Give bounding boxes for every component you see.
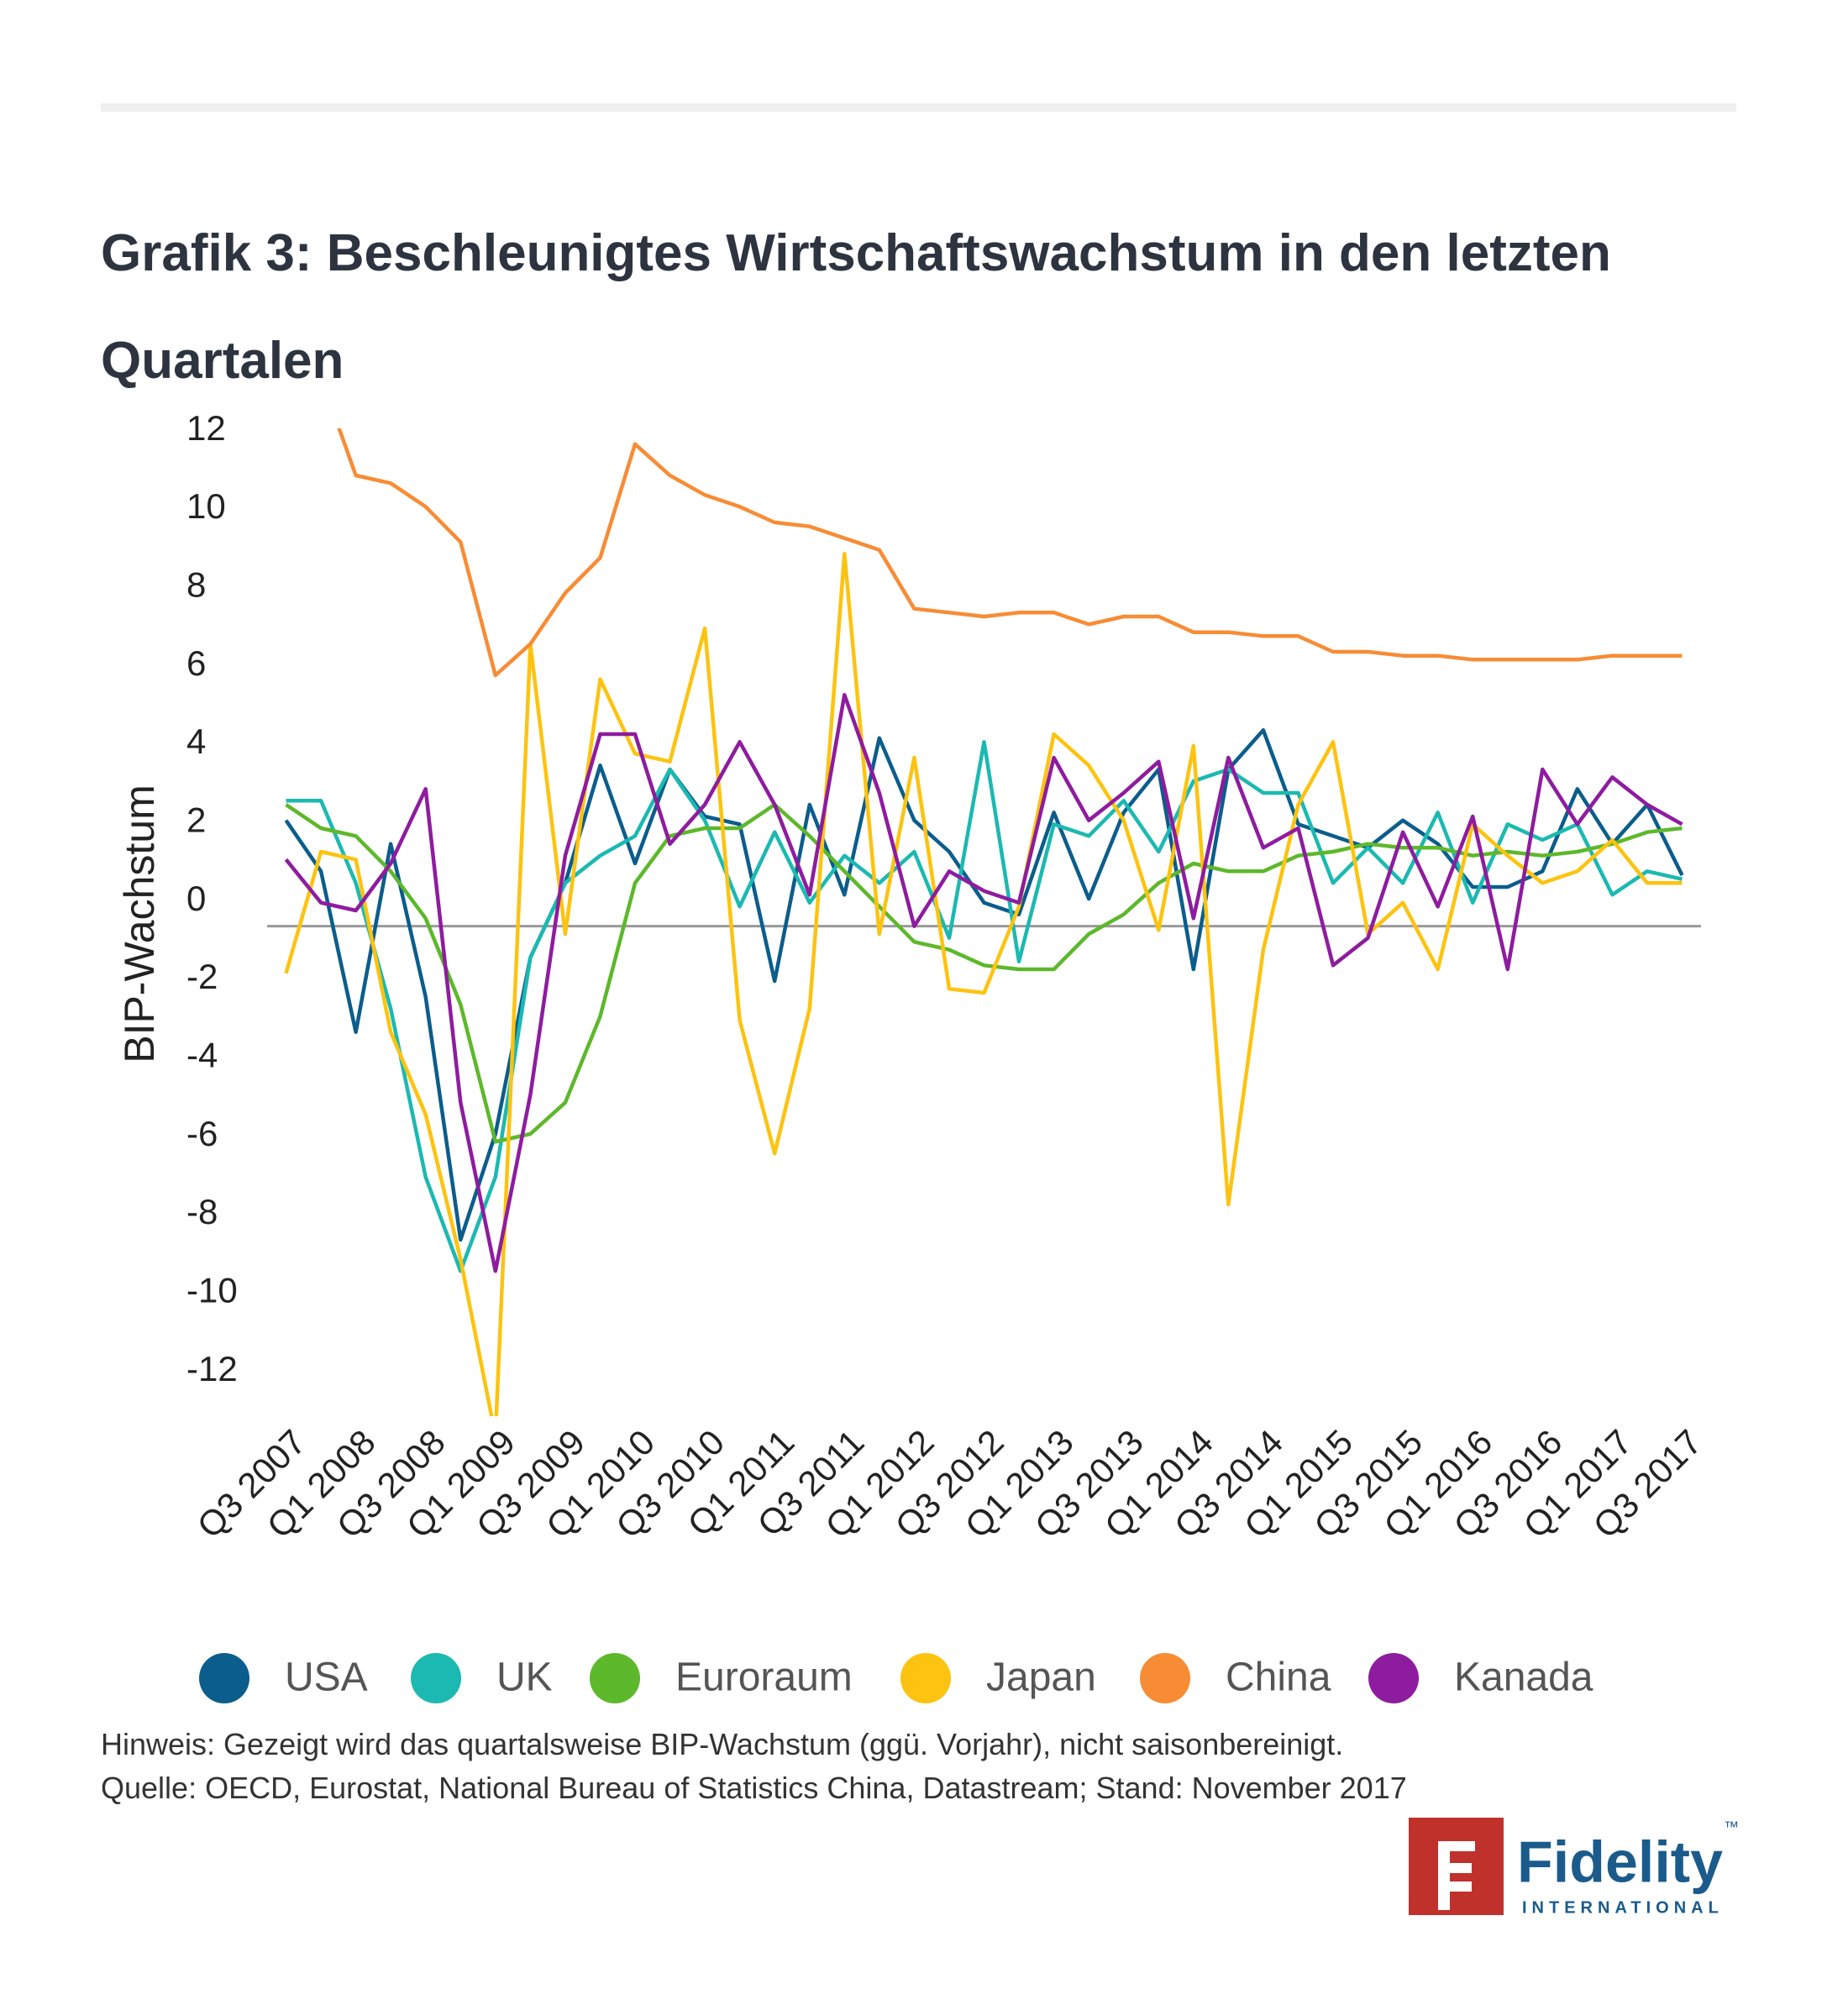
y-tick-label: 2: [186, 800, 206, 839]
logo-name: Fidelity: [1517, 1829, 1723, 1894]
y-tick-label: -8: [186, 1192, 218, 1231]
legend-label: China: [1226, 1656, 1331, 1700]
y-tick-label: -2: [186, 957, 218, 996]
logo-glyph: [1438, 1841, 1475, 1910]
legend-label: Kanada: [1454, 1656, 1593, 1700]
legend-swatch: [1140, 1653, 1190, 1703]
legend-label: USA: [285, 1656, 368, 1700]
legend-label: Japan: [986, 1656, 1096, 1700]
series-line: [284, 693, 1683, 1273]
series-line: [286, 740, 1683, 1273]
y-tick-label: 4: [186, 722, 206, 761]
y-tick-label: -6: [186, 1114, 218, 1153]
legend-label: UK: [496, 1656, 553, 1700]
legend-label: Euroraum: [675, 1656, 853, 1700]
y-tick-label: -4: [186, 1035, 218, 1074]
legend-swatch: [411, 1653, 461, 1703]
logo-trademark: ™: [1724, 1818, 1739, 1835]
series-line: [284, 552, 1683, 1416]
legend-swatch: [199, 1653, 249, 1703]
y-tick-label: 10: [186, 486, 226, 526]
series-line: [284, 728, 1684, 1242]
y-tick-label: 6: [186, 643, 206, 683]
logo: Fidelity ™ INTERNATIONAL: [1409, 1818, 1739, 1917]
y-tick-label: 12: [186, 408, 226, 448]
y-tick-label: -12: [186, 1349, 238, 1388]
y-tick-label: -10: [186, 1270, 238, 1309]
legend-swatch: [1368, 1653, 1419, 1703]
series-line: [285, 802, 1683, 1144]
y-tick-label: 8: [186, 564, 206, 604]
y-tick-label: 0: [186, 879, 206, 918]
footnote: Hinweis: Gezeigt wird das quartalsweise …: [101, 1727, 1344, 1761]
top-bar: [101, 103, 1736, 112]
footnote: Quelle: OECD, Eurostat, National Bureau …: [101, 1771, 1407, 1805]
series-line: [337, 428, 1683, 678]
plot-lines: [284, 428, 1684, 1416]
legend-swatch: [590, 1653, 640, 1703]
legend-swatch: [900, 1653, 951, 1703]
logo-subtitle: INTERNATIONAL: [1522, 1898, 1724, 1917]
chart-title: Grafik 3: Beschleunigtes Wirtschaftswach…: [101, 224, 1611, 390]
y-axis-label: BIP-Wachstum: [116, 785, 163, 1063]
